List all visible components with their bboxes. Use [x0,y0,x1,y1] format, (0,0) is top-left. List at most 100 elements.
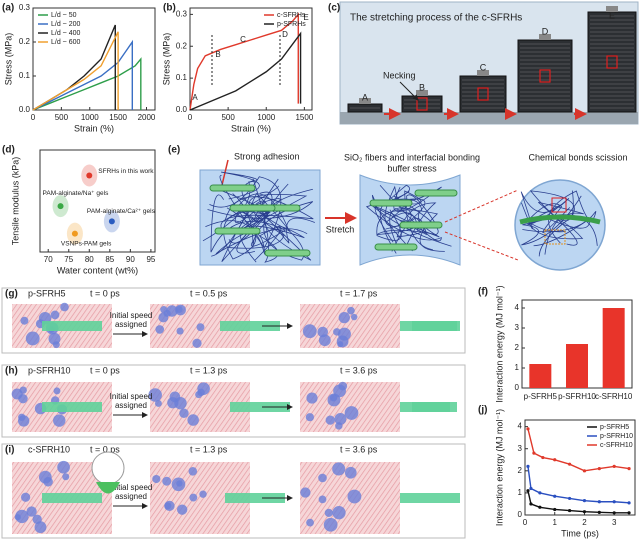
protein-blob [20,492,31,502]
clamp [477,70,489,76]
time-label: t = 0 ps [90,288,120,298]
polymer-chain [223,207,271,260]
y-tick-label: 0.2 [176,41,188,50]
protein-blob [329,394,338,402]
protein-blob [192,338,202,348]
point-label: PAM-alginate/Ca²⁺ gels [87,208,156,215]
x-tick-label: p-SFRH10 [558,392,596,401]
polymer-chain [529,190,575,257]
protein-blob [344,406,359,420]
point-marker [526,489,530,493]
series-line [527,466,630,504]
protein-blob [53,414,66,427]
protein-blob [350,313,358,321]
polymer-chain [228,193,308,249]
time-label: t = 1.3 ps [190,365,228,375]
point-marker [582,469,587,473]
point-marker [612,500,616,504]
annotation: D [282,30,288,39]
panel-label: (f) [478,287,488,298]
arrow-text: assigned [115,492,147,501]
x-axis-label: Time (ps) [561,528,599,538]
protein-blob [155,325,165,334]
necking-box [477,87,489,101]
point-marker [627,467,631,471]
stage-floor [340,112,638,124]
sio2-fiber [209,184,256,192]
clamp [539,34,551,40]
stage-label: D [542,26,549,36]
protein-blob [34,521,47,534]
y-tick-label: 0.1 [176,73,188,82]
protein-blob [152,474,161,484]
x-tick-label: c-SFRH10 [595,392,633,401]
protein-blob [18,415,30,427]
fiber-label: SiO₂ fibers and interfacial bonding [344,152,480,162]
panel-g-frame [1,287,466,354]
time-label: t = 3.6 ps [340,365,378,375]
fiber-rod [42,321,102,331]
panel-label: (a) [2,3,14,14]
y-axis-label: Stress (MPa) [3,33,13,86]
polymer-chain [210,194,287,253]
time-label: t = 0 ps [90,444,120,454]
protein-blob [148,388,162,402]
protein-blob [344,466,357,479]
series-line [32,57,142,111]
protein-blob [176,327,184,335]
series-line [189,31,302,111]
y-axis-label: Interaction energy (MJ mol⁻¹) [494,285,504,402]
arrow-text: assigned [115,401,147,410]
point [57,203,64,210]
y-axis-label: Tensile modulus (kPa) [10,157,20,246]
series-line [32,24,116,111]
y-tick-label: 0.3 [176,9,188,18]
panel-label: (g) [5,289,18,300]
x-axis-label: Water content (wt%) [57,265,138,275]
x-tick-label: 0 [31,113,36,122]
polymer-chain [220,185,314,233]
point-marker [627,511,631,515]
panel-label: (c) [328,3,340,14]
bar [566,344,588,388]
y-tick-label: 0.3 [19,3,31,12]
point-marker [553,507,557,512]
protein-blob [60,302,69,312]
legend-label: c-SFRHs [277,12,306,19]
panel-i-frame [1,443,466,539]
polymer-chain [384,185,426,227]
protein-blob [302,324,317,339]
protein-blob [158,312,169,323]
x-axis-label: Strain (%) [231,123,271,133]
legend-label: L/d ~ 50 [51,12,77,19]
polymer-chain [202,171,260,242]
protein-blob [347,306,355,315]
y-axis-label: Stress (MPa) [161,33,171,86]
y-axis-label: Interaction energy (MJ mol⁻¹) [494,409,504,526]
point-marker [597,500,601,504]
scission-box [544,229,566,245]
point-label: PAM-alginate/Na⁺ gels [43,190,110,197]
plot-frame [524,419,636,516]
zoom-line [444,189,519,223]
protein-blob [332,462,346,476]
stage-label: E [609,10,615,20]
sample [587,11,637,113]
point-marker [597,467,601,471]
protein-blob [52,341,60,349]
protein-blob [197,388,205,397]
panel-title: The stretching process of the c-SFRHs [350,13,522,24]
protein-blob [199,490,207,498]
point-marker [553,458,557,462]
necking-box [539,69,551,83]
x-tick-label: 1 [553,518,558,527]
x-tick-label: p-SFRH5 [524,392,558,401]
panel-label: (i) [5,445,14,456]
bar [602,308,625,388]
point-marker [567,462,572,466]
fiber-rod [225,493,285,503]
panel-label: (j) [478,405,487,416]
legend-label: L/d ~ 400 [51,30,80,37]
fiber-rod [220,321,280,331]
protein-blob [18,393,28,404]
